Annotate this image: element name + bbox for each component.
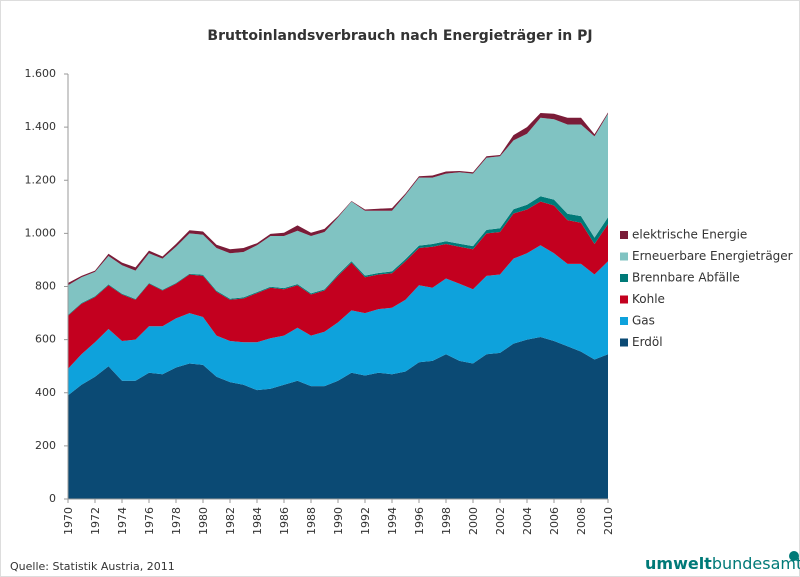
x-tick-label: 2008 (575, 507, 588, 535)
x-tick-label: 1994 (386, 507, 399, 535)
area (68, 337, 608, 499)
x-tick-label: 1996 (413, 507, 426, 535)
x-tick-label: 1984 (251, 507, 264, 535)
area (68, 201, 608, 369)
legend-swatch (620, 295, 628, 304)
x-tick-label: 1976 (143, 507, 156, 535)
legend-label: Erneuerbare Energieträger (632, 249, 793, 263)
x-tick-label: 1998 (440, 507, 453, 535)
legend-label: Kohle (632, 292, 665, 306)
x-tick-label: 1990 (332, 507, 345, 535)
source: Quelle: Statistik Austria, 2011 (10, 560, 175, 573)
legend-label: Gas (632, 314, 655, 328)
x-tick-label: 1970 (62, 507, 75, 535)
y-tick-label: 200 (35, 439, 56, 452)
x-tick-label: 1988 (305, 507, 318, 535)
y-tick-label: 1.400 (25, 120, 57, 133)
x-tick-label: 1986 (278, 507, 291, 535)
legend-swatch (620, 338, 628, 347)
x-tick-label: 2002 (494, 507, 507, 535)
logo-part: umwelt (645, 554, 712, 573)
y-tick-label: 1.000 (25, 226, 57, 239)
x-tick-label: 1980 (197, 507, 210, 535)
y-tick-label: 1.200 (25, 173, 57, 186)
x-tick-label: 1992 (359, 507, 372, 535)
legend-swatch (620, 231, 628, 239)
logo-part: bundesamt (712, 554, 800, 573)
legend-label: Erdöl (632, 335, 663, 349)
y-tick-label: 400 (35, 386, 56, 399)
legend-swatch (620, 317, 628, 325)
x-tick-label: 2004 (521, 507, 534, 535)
area (68, 245, 608, 396)
logo-icon (789, 551, 799, 561)
x-tick-label: 1974 (116, 507, 129, 535)
x-tick-label: 1972 (89, 507, 102, 535)
legend-swatch (620, 274, 628, 282)
legend-label: elektrische Energie (632, 228, 747, 242)
chart-title: Bruttoinlandsverbrauch nach Energieträge… (207, 28, 592, 44)
y-tick-label: 800 (35, 280, 56, 293)
y-tick-label: 0 (49, 492, 56, 505)
x-tick-label: 1978 (170, 507, 183, 535)
logo: umweltbundesamt (645, 554, 800, 573)
area (68, 113, 608, 315)
x-tick-label: 2010 (602, 507, 615, 535)
x-tick-label: 1982 (224, 507, 237, 535)
x-tick-label: 2000 (467, 507, 480, 535)
y-tick-label: 600 (35, 333, 56, 346)
legend-swatch (620, 252, 628, 261)
legend-label: Brennbare Abfälle (632, 271, 740, 285)
x-tick-label: 2006 (548, 507, 561, 535)
y-tick-label: 1.600 (25, 67, 57, 80)
